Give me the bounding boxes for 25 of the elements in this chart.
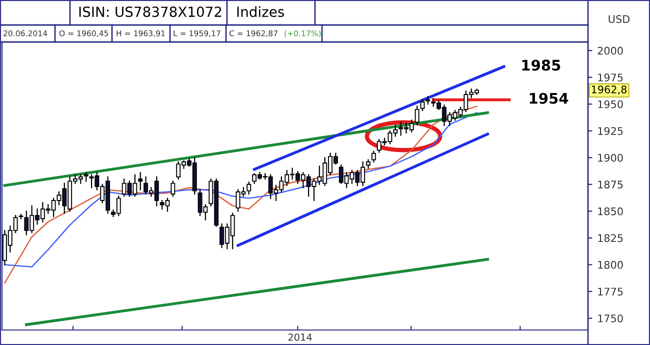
y-tick-label: 2000 xyxy=(598,46,623,55)
candlestick xyxy=(246,182,252,195)
y-tick-label: 1950 xyxy=(598,100,623,108)
annotation: 1954 xyxy=(530,92,568,104)
y-tick-label: 1925 xyxy=(598,127,623,135)
y-tick-label: 1850 xyxy=(598,207,623,216)
y-tick-label: 1775 xyxy=(598,288,623,296)
candlestick xyxy=(138,172,143,190)
candlestick xyxy=(371,150,376,162)
y-tick-label: 1825 xyxy=(598,234,623,242)
text: 2014 xyxy=(288,333,312,341)
y-tick-label: 1800 xyxy=(598,260,623,269)
chart-title: ISIN: US78378X1072 xyxy=(79,6,222,18)
y-tick-label: 1750 xyxy=(598,314,623,322)
y-tick-label: 1875 xyxy=(598,180,623,188)
y-tick-label: 1975 xyxy=(598,74,623,82)
candlestick xyxy=(420,99,425,112)
annotation: 1962,8 xyxy=(592,86,627,94)
text: Indizes xyxy=(237,6,284,18)
candlestick xyxy=(366,159,370,169)
y-axis-title: USD xyxy=(608,15,630,24)
candlestick xyxy=(170,180,176,197)
candlestick xyxy=(414,106,420,125)
y-tick-label: 1900 xyxy=(598,154,623,162)
annotation: 1985 xyxy=(522,60,560,71)
